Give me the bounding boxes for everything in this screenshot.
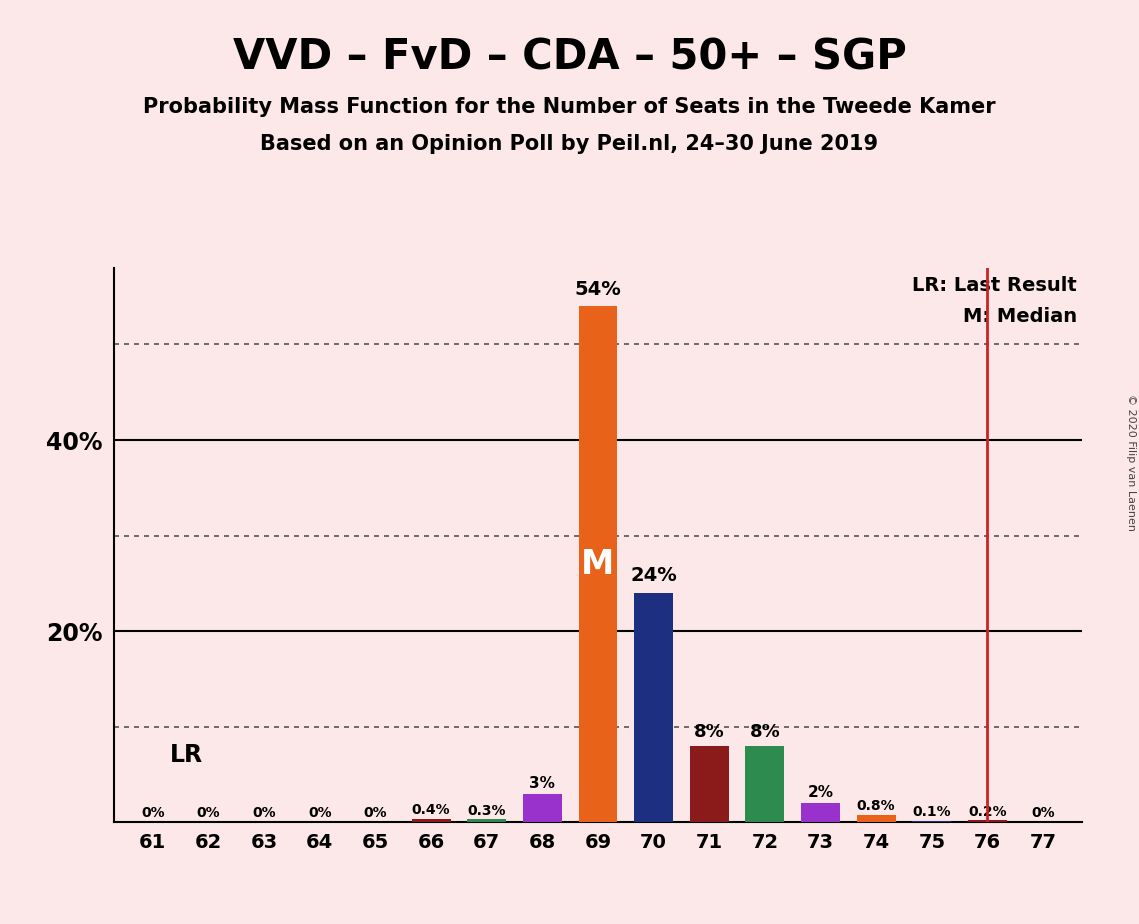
Bar [745, 746, 785, 822]
Text: 0%: 0% [197, 807, 220, 821]
Text: 0.4%: 0.4% [411, 803, 450, 817]
Bar [912, 821, 951, 822]
Text: M: M [581, 548, 615, 581]
Text: Probability Mass Function for the Number of Seats in the Tweede Kamer: Probability Mass Function for the Number… [144, 97, 995, 117]
Text: 0.3%: 0.3% [467, 804, 506, 818]
Bar [801, 803, 841, 822]
Text: LR: Last Result: LR: Last Result [912, 276, 1077, 296]
Text: © 2020 Filip van Laenen: © 2020 Filip van Laenen [1126, 394, 1136, 530]
Text: 8%: 8% [694, 723, 724, 741]
Text: 8%: 8% [749, 723, 780, 741]
Text: 3%: 3% [530, 776, 556, 791]
Text: 0.8%: 0.8% [857, 799, 895, 813]
Text: 2%: 2% [808, 785, 834, 800]
Bar [857, 815, 895, 822]
Text: 0%: 0% [141, 807, 165, 821]
Text: 24%: 24% [630, 566, 677, 585]
Bar [467, 820, 506, 822]
Bar [690, 746, 729, 822]
Text: M: Median: M: Median [964, 307, 1077, 326]
Text: 0.2%: 0.2% [968, 805, 1007, 819]
Bar [523, 794, 562, 822]
Text: 0%: 0% [363, 807, 387, 821]
Text: 0.1%: 0.1% [912, 806, 951, 820]
Text: 54%: 54% [574, 280, 622, 298]
Text: 0%: 0% [308, 807, 331, 821]
Text: Based on an Opinion Poll by Peil.nl, 24–30 June 2019: Based on an Opinion Poll by Peil.nl, 24–… [261, 134, 878, 154]
Text: 0%: 0% [1031, 807, 1055, 821]
Bar [634, 593, 673, 822]
Text: 0%: 0% [253, 807, 276, 821]
Text: VVD – FvD – CDA – 50+ – SGP: VVD – FvD – CDA – 50+ – SGP [232, 37, 907, 79]
Bar [411, 819, 451, 822]
Text: LR: LR [170, 744, 203, 768]
Bar [579, 306, 617, 822]
Bar [968, 821, 1007, 822]
